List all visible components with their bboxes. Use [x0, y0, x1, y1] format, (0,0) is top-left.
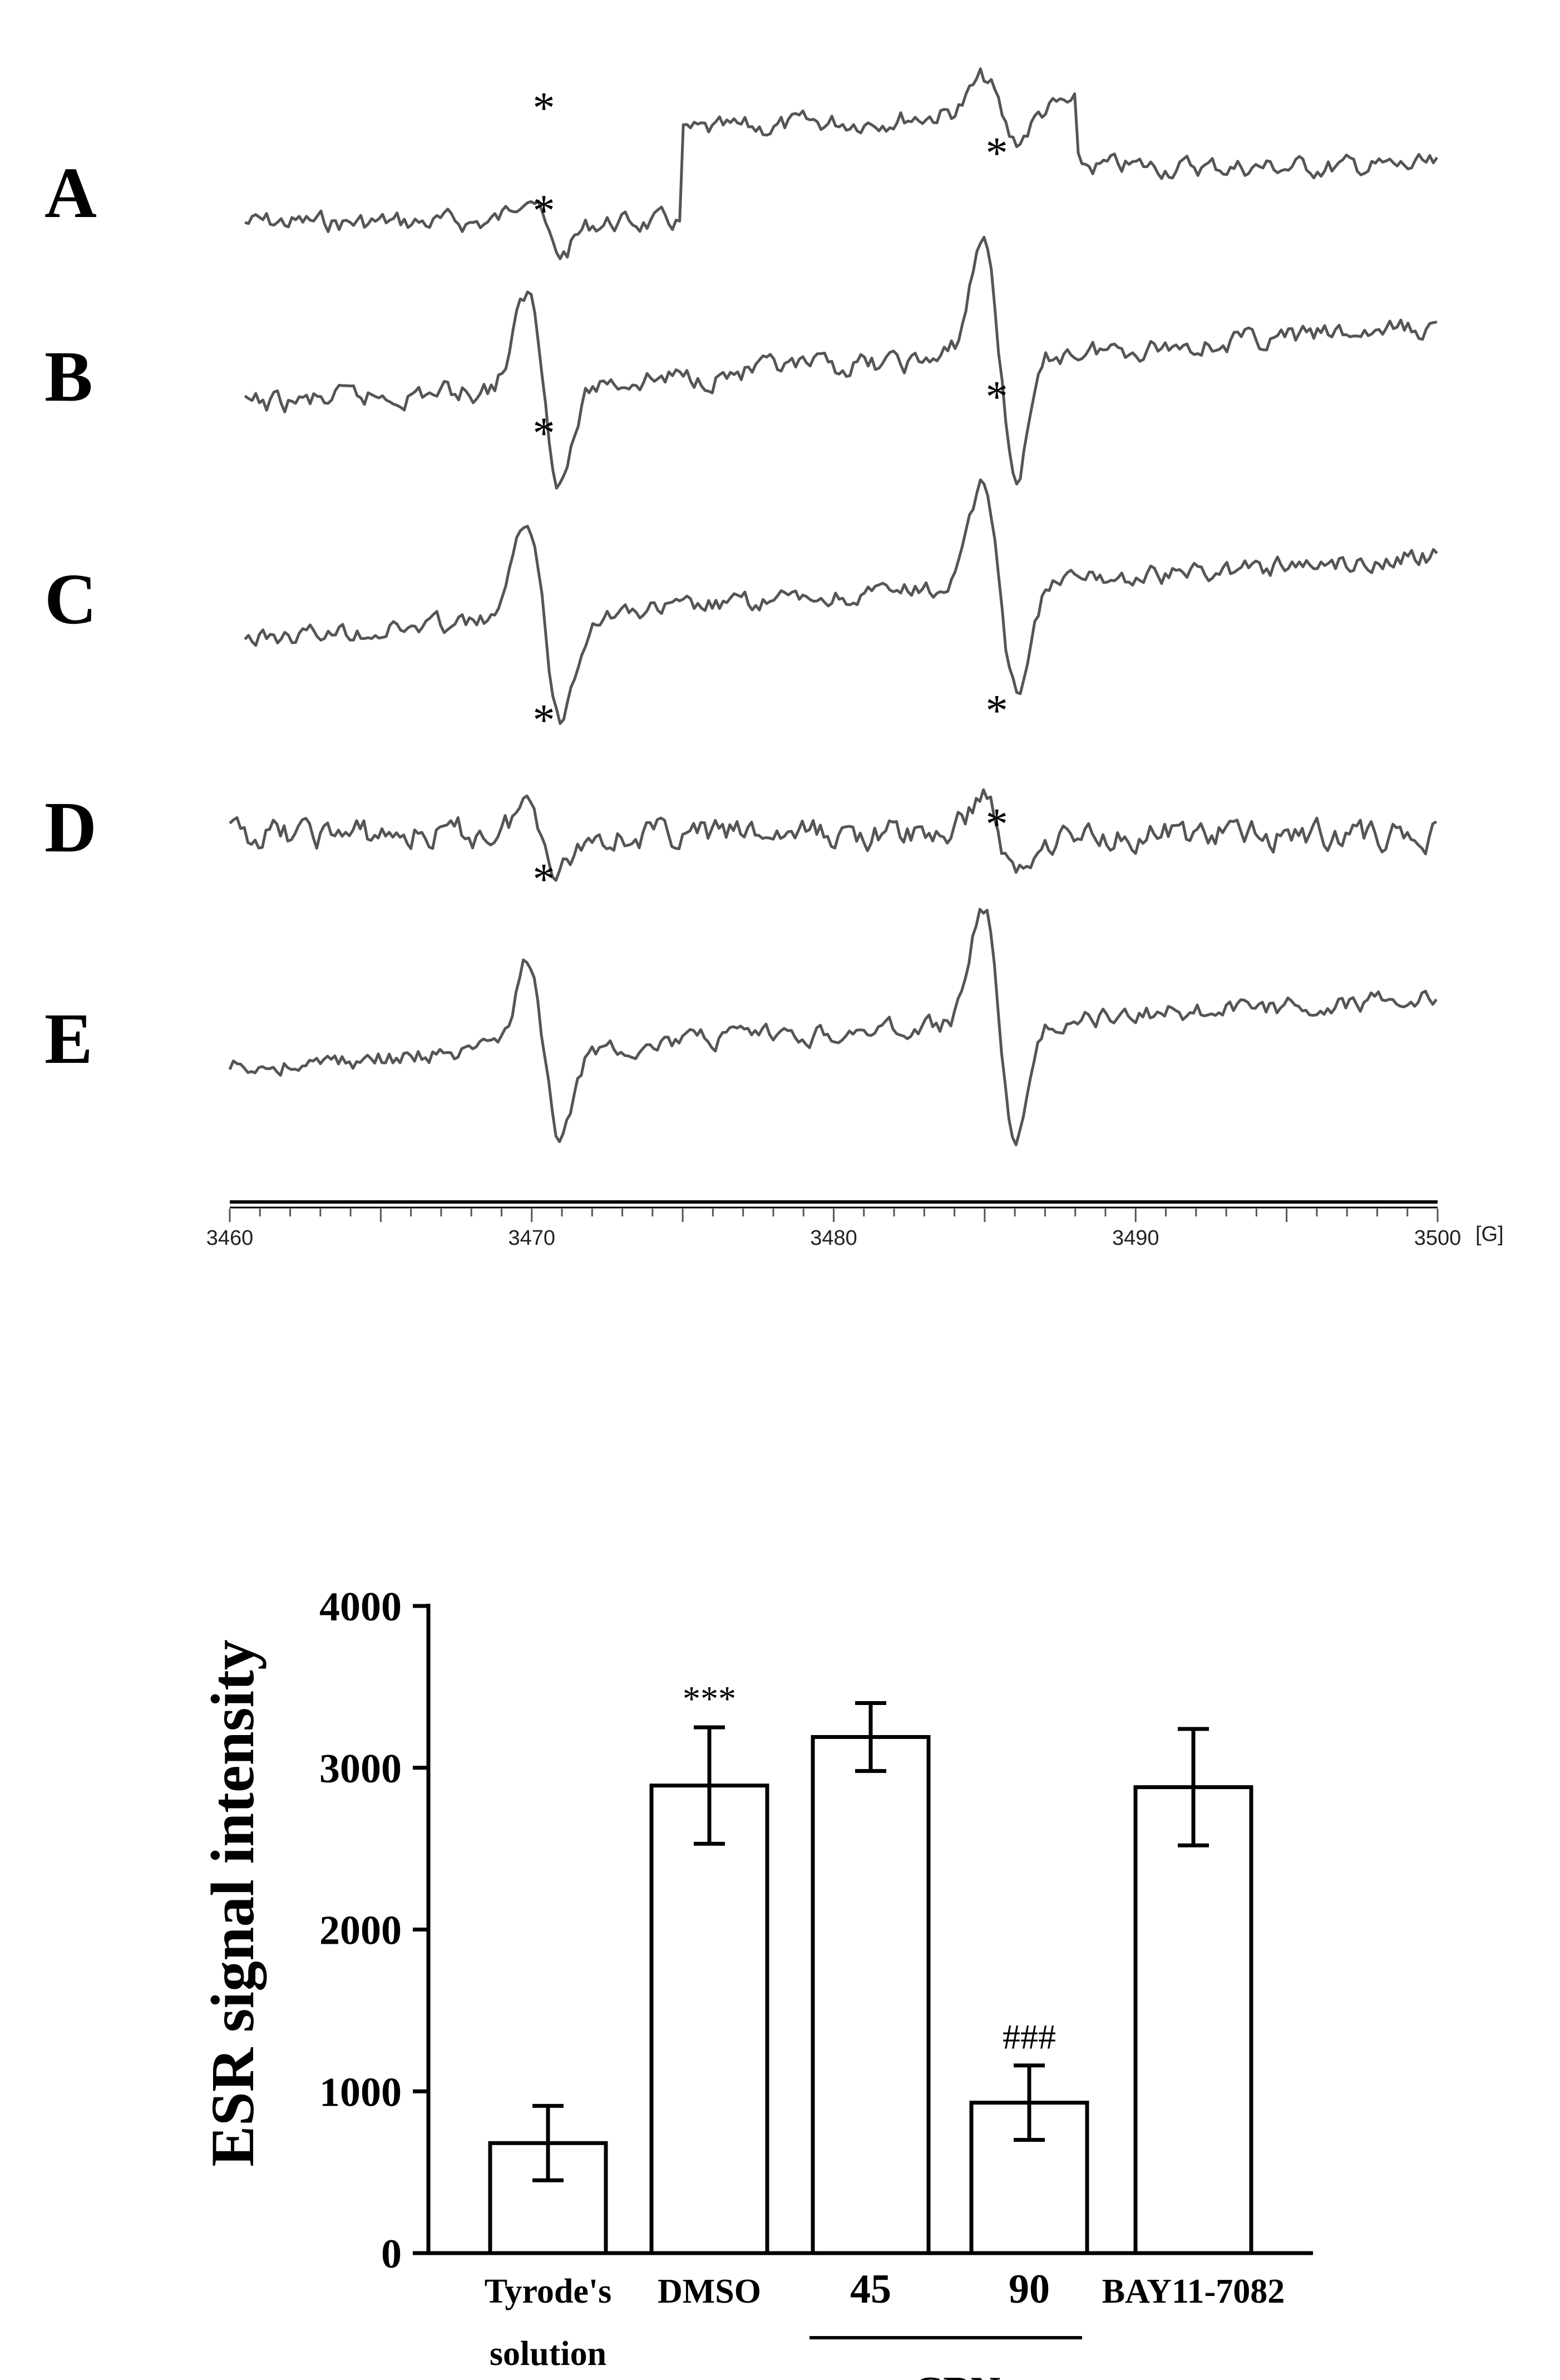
bar-y-tick-label-3000: 3000 — [319, 1746, 402, 1792]
field-tick-label-3470: 3470 — [508, 1226, 555, 1250]
significance-label-2: *** — [683, 1679, 736, 1718]
bar-2 — [649, 1783, 769, 2255]
peak-marker-b-2: * — [986, 129, 1008, 178]
trace-label-c: C — [45, 559, 97, 639]
field-tick-label-3500: 3500 — [1414, 1226, 1462, 1250]
category-label-3: 45 — [850, 2266, 891, 2312]
esr-trace-a — [244, 67, 1438, 260]
bar-category-labels: Tyrode's solution DMSO 45 90 BAY11-7082 — [485, 2266, 1285, 2373]
traces-layer: A * * B * * C * * D * * E * * — [45, 0, 1438, 1146]
peak-marker-e-1: * — [532, 855, 555, 904]
esr-trace-c — [244, 478, 1438, 725]
trace-label-a: A — [45, 153, 97, 233]
trace-label-d: D — [45, 787, 97, 868]
peak-marker-c-2: * — [986, 373, 1008, 422]
peak-marker-e-2: * — [986, 800, 1008, 849]
trace-label-e: E — [45, 999, 93, 1079]
bar-5 — [1133, 1785, 1253, 2255]
trace-label-b: B — [45, 337, 93, 417]
bar-3 — [811, 1735, 931, 2255]
esr-trace-d — [229, 788, 1438, 882]
bar-y-tick-label-0: 0 — [381, 2231, 402, 2277]
category-label-1-line2: solution — [490, 2335, 606, 2373]
cbn-group-label: CBN — [914, 2369, 1000, 2380]
category-label-2: DMSO — [658, 2273, 761, 2310]
field-tick-label-3490: 3490 — [1112, 1226, 1159, 1250]
peak-marker-d-1: * — [532, 696, 555, 745]
esr-trace-e — [228, 908, 1438, 1146]
field-ticks: 3460 3470 3480 3490 3500 — [206, 1209, 1462, 1250]
category-label-5: BAY11-7082 — [1102, 2273, 1285, 2310]
peak-marker-a-1: * — [532, 84, 555, 133]
peak-marker-d-2: * — [986, 687, 1008, 736]
field-tick-label-3480: 3480 — [810, 1226, 857, 1250]
bar-y-tick-label-2000: 2000 — [319, 1908, 402, 1954]
esr-trace-b — [244, 235, 1438, 490]
bars: *** ### — [488, 1679, 1253, 2255]
esr-spectra-panel: A * * B * * C * * D * * E * * 3460 3470 3480 3490 3500 [G] — [45, 0, 1504, 1250]
bar-y-tick-label-1000: 1000 — [319, 2069, 402, 2115]
bar-y-tick-label-4000: 4000 — [319, 1584, 402, 1630]
bar-y-axis-label: ESR signal intensity — [199, 1639, 266, 2166]
category-label-4: 90 — [1009, 2266, 1050, 2312]
significance-label-4: ### — [1003, 2017, 1056, 2057]
magnetic-field-axis: 3460 3470 3480 3490 3500 [G] — [206, 1200, 1504, 1250]
peak-marker-c-1: * — [532, 409, 555, 458]
peak-marker-b-1: * — [532, 186, 555, 235]
field-tick-label-3460: 3460 — [206, 1226, 254, 1250]
bar-chart-panel: ESR signal intensity 0 1000 2000 3000 4000 *… — [199, 1584, 1313, 2380]
peak-marker-a-2: * — [986, 0, 1008, 22]
field-unit-label: [G] — [1475, 1223, 1504, 1246]
category-label-1: Tyrode's — [485, 2273, 612, 2310]
